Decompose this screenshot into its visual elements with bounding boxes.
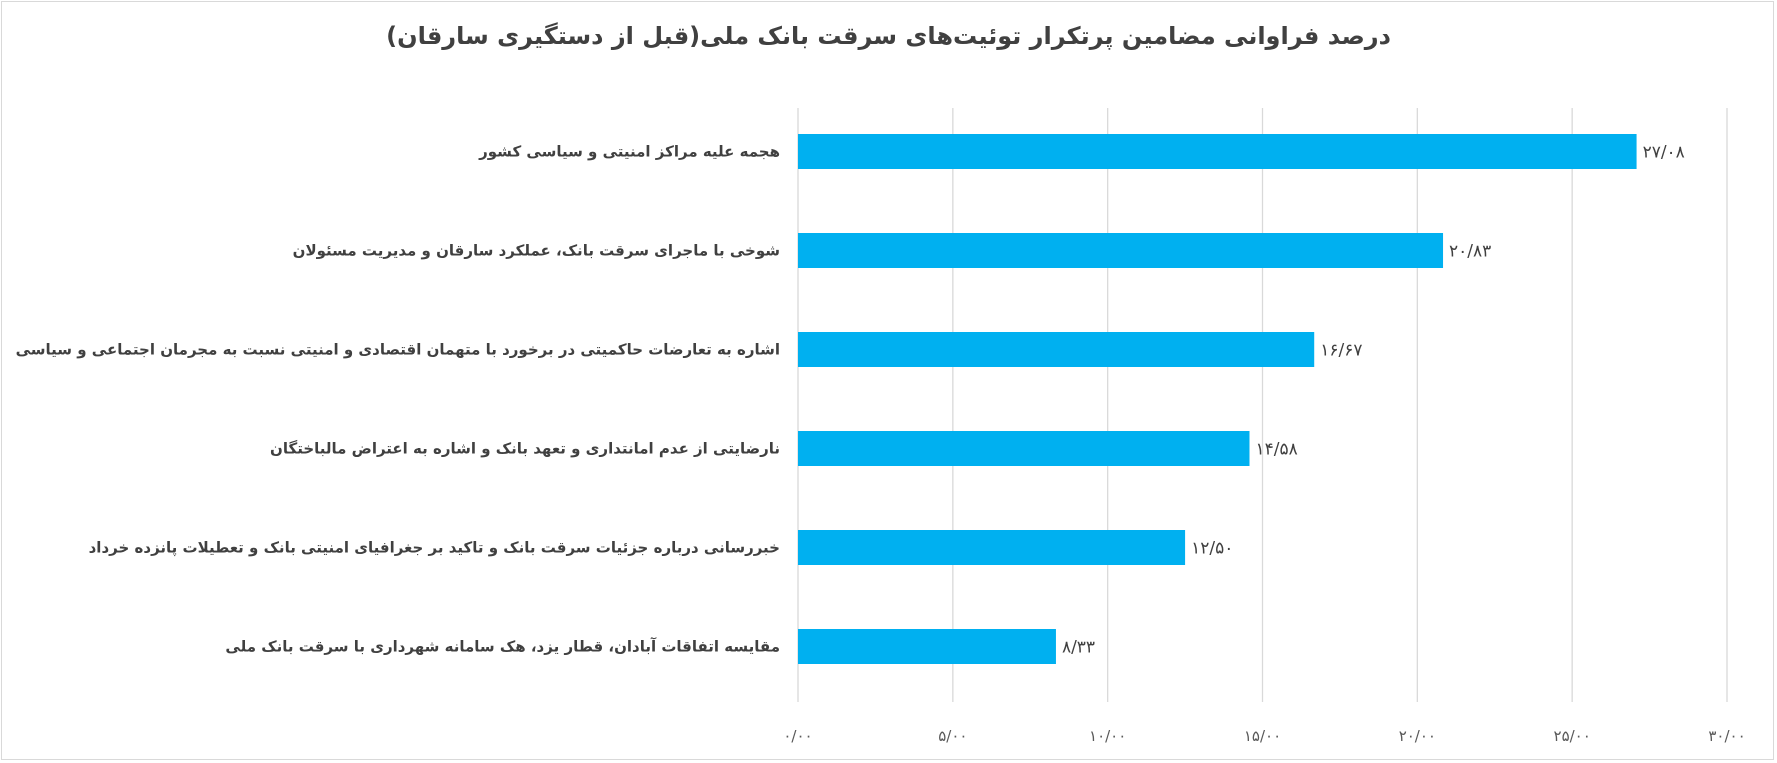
bar — [798, 629, 1056, 664]
bar — [798, 530, 1186, 565]
category-label: شوخی با ماجرای سرقت بانک، عملکرد سارقان … — [293, 242, 780, 260]
x-tick-label: ۲۵/۰۰ — [1554, 727, 1591, 745]
x-tick-label: ۳۰/۰۰ — [1708, 727, 1745, 745]
category-label: اشاره به تعارضات حاکمیتی در برخورد با مت… — [16, 341, 780, 359]
x-tick-label: ۱۰/۰۰ — [1089, 727, 1126, 745]
category-label: خبررسانی درباره جزئیات سرقت بانک و تاکید… — [89, 539, 780, 558]
data-label: ۱۴/۵۸ — [1255, 440, 1297, 460]
bar — [798, 431, 1250, 466]
x-tick-label: ۱۵/۰۰ — [1244, 727, 1281, 745]
x-tick-label: ۵/۰۰ — [938, 727, 967, 745]
bar — [798, 332, 1315, 367]
data-label: ۲۷/۰۸ — [1643, 143, 1685, 163]
chart-title: درصد فراوانی مضامین پرتکرار توئیت‌های سر… — [386, 22, 1391, 50]
category-label: نارضایتی از عدم امانتداری و تعهد بانک و … — [270, 440, 780, 458]
data-label: ۸/۳۳ — [1062, 638, 1095, 658]
bar — [798, 134, 1637, 169]
bar — [798, 233, 1444, 268]
data-label: ۱۶/۶۷ — [1320, 341, 1362, 361]
x-tick-label: ۰/۰۰ — [783, 727, 812, 745]
x-tick-label: ۲۰/۰۰ — [1399, 727, 1436, 745]
category-label: مقایسه اتفاقات آبادان، قطار یزد، هک ساما… — [225, 638, 780, 656]
data-label: ۱۲/۵۰ — [1191, 539, 1233, 559]
category-label: هجمه علیه مراکز امنیتی و سیاسی کشور — [478, 143, 780, 161]
data-label: ۲۰/۸۳ — [1449, 242, 1491, 262]
